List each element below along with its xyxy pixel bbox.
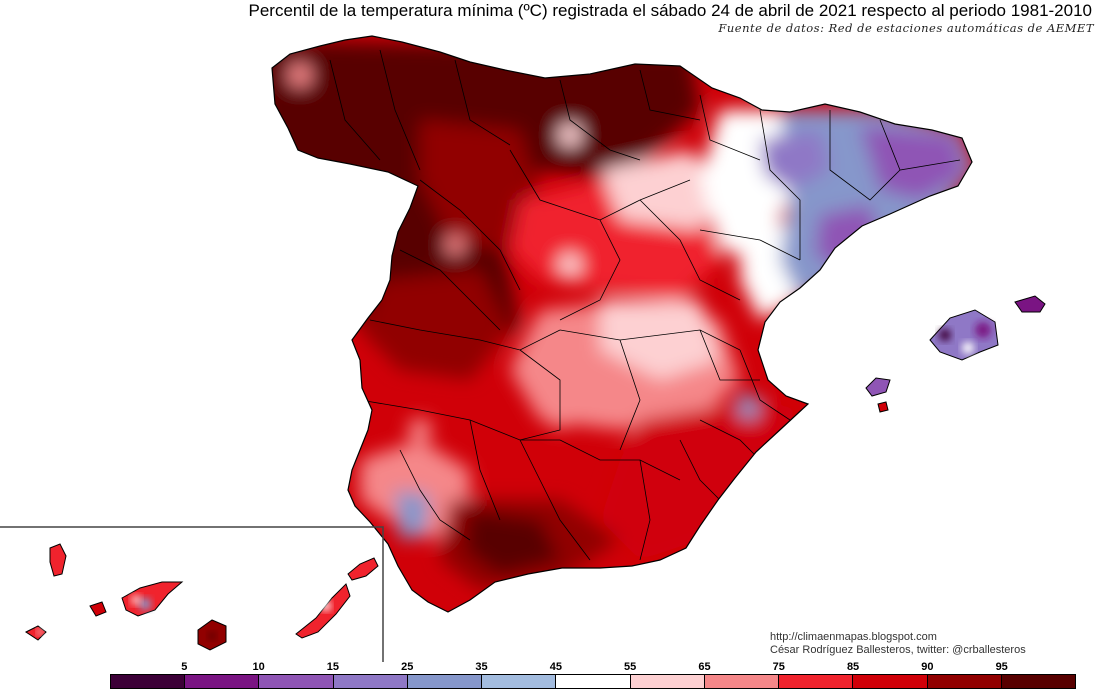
tenerife-island xyxy=(121,581,184,617)
fuerteventura-island xyxy=(295,583,351,639)
formentera-island xyxy=(877,401,889,413)
legend-label: 55 xyxy=(624,661,637,673)
legend-label: 45 xyxy=(549,661,562,673)
menorca-island xyxy=(1014,295,1046,313)
legend-label: 65 xyxy=(698,661,711,673)
legend-swatch xyxy=(630,675,705,688)
map-title: Percentil de la temperatura mínima (ºC) … xyxy=(248,1,1092,20)
legend-label: 35 xyxy=(475,661,488,673)
legend-label: 25 xyxy=(401,661,414,673)
province-borders xyxy=(329,49,961,561)
credits: http://climaenmapas.blogspot.com César R… xyxy=(770,631,1026,657)
el-hierro-island xyxy=(25,625,47,641)
legend-label: 5 xyxy=(181,661,188,673)
legend-label: 75 xyxy=(772,661,785,673)
legend-swatch xyxy=(333,675,408,688)
legend-swatch xyxy=(111,675,186,688)
legend-swatch xyxy=(927,675,1002,688)
legend-color-scale xyxy=(110,674,1076,689)
ibiza-island xyxy=(865,377,891,397)
la-palma-island xyxy=(49,543,67,577)
canary-inset-frame xyxy=(0,526,384,662)
legend-label: 85 xyxy=(846,661,860,673)
legend-swatch xyxy=(259,675,334,688)
legend-swatch xyxy=(556,675,631,688)
legend-swatch xyxy=(853,675,928,688)
mallorca-island xyxy=(929,309,999,361)
la-gomera-island xyxy=(89,601,107,617)
legend-swatch xyxy=(407,675,483,688)
peninsula-map xyxy=(272,36,972,612)
legend-swatch xyxy=(482,675,557,688)
canary-islands xyxy=(25,543,379,651)
data-source: Fuente de datos: Red de estaciones autom… xyxy=(718,21,1094,35)
legend-swatch xyxy=(185,675,260,688)
legend-swatch xyxy=(779,675,854,688)
legend-label: 15 xyxy=(326,661,340,673)
legend-label: 90 xyxy=(921,661,934,673)
credits-url[interactable]: http://climaenmapas.blogspot.com xyxy=(770,631,937,643)
lanzarote-island xyxy=(347,557,379,581)
legend-label: 95 xyxy=(995,661,1008,673)
legend-swatch xyxy=(704,675,780,688)
credits-author: César Rodríguez Ballesteros, twitter: @c… xyxy=(770,644,1026,656)
legend-label: 10 xyxy=(252,661,265,673)
legend-swatch xyxy=(1001,675,1076,688)
